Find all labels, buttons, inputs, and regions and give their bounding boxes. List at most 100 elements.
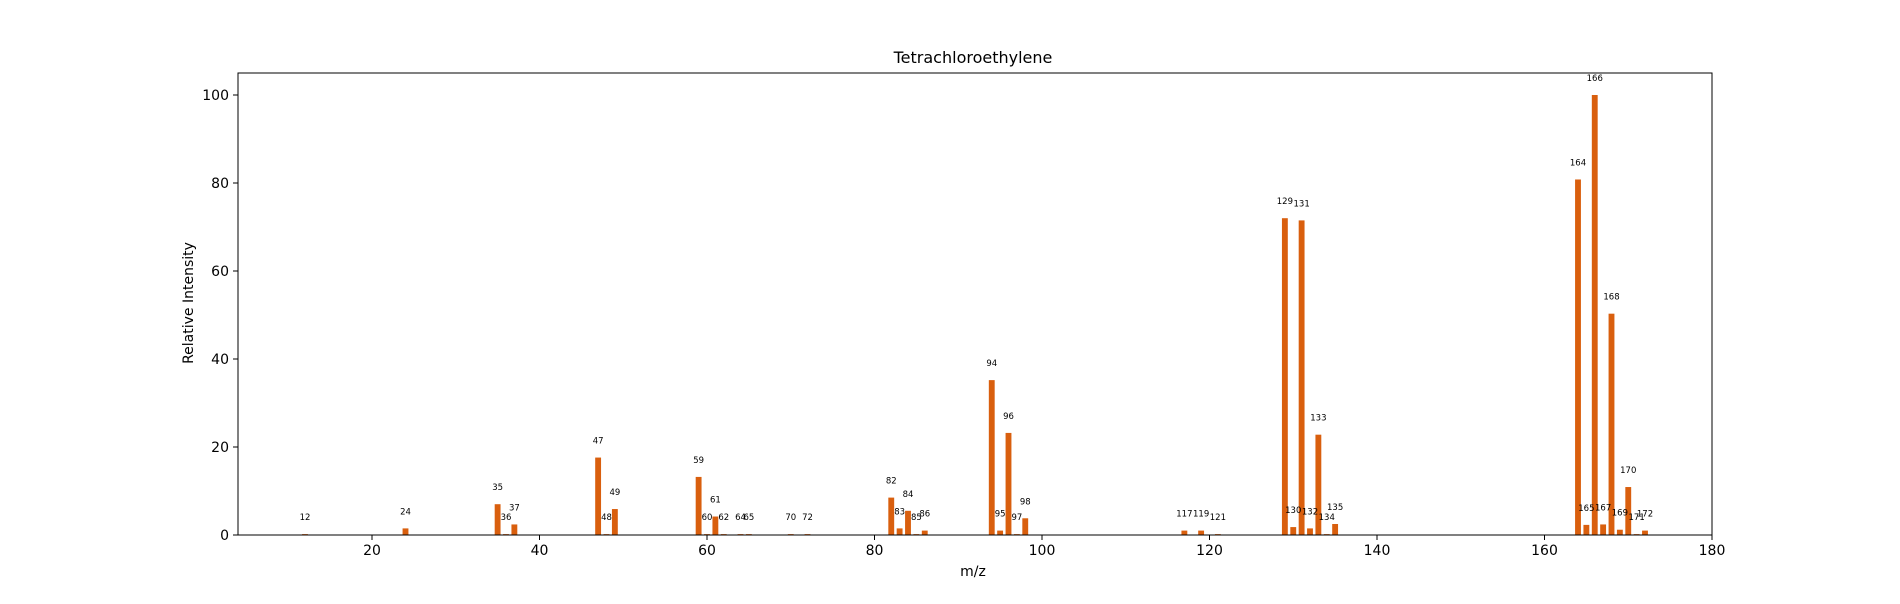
bar-label-95: 95	[995, 510, 1006, 520]
bar-mz-49	[611, 509, 618, 535]
bar-mz-166	[1591, 95, 1598, 535]
bar-mz-129	[1281, 218, 1288, 535]
bar-mz-131	[1298, 220, 1305, 535]
bar-label-72: 72	[802, 513, 813, 523]
bar-mz-84	[905, 510, 911, 535]
bar-label-117: 117	[1176, 510, 1192, 520]
x-tick-label: 160	[1531, 543, 1558, 559]
bar-label-35: 35	[492, 483, 503, 493]
x-tick-label: 80	[866, 543, 884, 559]
bar-label-61: 61	[710, 496, 721, 506]
bar-mz-24	[402, 528, 409, 535]
bar-label-135: 135	[1327, 503, 1343, 513]
bar-mz-133	[1315, 434, 1322, 535]
bar-mz-168	[1608, 313, 1615, 535]
bar-mz-119	[1198, 530, 1205, 535]
bar-mz-83	[896, 528, 903, 535]
bar-label-60: 60	[702, 513, 713, 523]
bar-mz-82	[888, 497, 895, 535]
x-axis-label: m/z	[960, 564, 986, 580]
axes-group: 20 40 60 80 100 120 140 160 180 0 20 40 60 80 100	[202, 72, 1726, 559]
x-tick-label: 20	[363, 543, 381, 559]
plot-frame	[237, 72, 1713, 536]
bar-label-96: 96	[1003, 412, 1014, 422]
bar-label-164: 164	[1570, 158, 1586, 168]
bar-mz-86	[921, 530, 928, 535]
bar-mz-135	[1332, 524, 1339, 535]
bar-mz-94	[988, 380, 995, 535]
y-tick-label: 100	[202, 88, 229, 104]
bar-mz-37	[511, 524, 518, 535]
bar-label-62: 62	[718, 513, 729, 523]
bar-mz-169	[1616, 529, 1623, 535]
bar-label-165: 165	[1578, 504, 1594, 514]
bar-label-59: 59	[693, 456, 704, 466]
bar-mz-59	[695, 476, 702, 535]
bar-mz-167	[1600, 524, 1607, 535]
bar-label-98: 98	[1020, 497, 1031, 507]
bar-label-170: 170	[1620, 466, 1636, 476]
bar-mz-61	[712, 516, 719, 535]
y-axis-label: Relative Intensity	[181, 242, 197, 364]
x-tick-label: 180	[1699, 543, 1726, 559]
bar-label-121: 121	[1210, 513, 1226, 523]
x-tick-label: 100	[1029, 543, 1056, 559]
y-tick-label: 80	[211, 176, 229, 192]
bar-label-48: 48	[601, 513, 612, 523]
y-tick-label: 20	[211, 440, 229, 456]
bar-mz-98	[1022, 518, 1029, 535]
bar-label-37: 37	[509, 503, 520, 513]
bar-label-168: 168	[1603, 293, 1619, 303]
bar-label-119: 119	[1193, 510, 1209, 520]
bar-label-84: 84	[903, 490, 914, 500]
bar-label-86: 86	[919, 510, 930, 520]
bar-label-171: 171	[1629, 513, 1645, 523]
bar-mz-117	[1181, 530, 1188, 535]
bar-label-97: 97	[1011, 513, 1022, 523]
bar-label-172: 172	[1637, 510, 1653, 520]
bar-label-169: 169	[1612, 509, 1628, 519]
x-tick-label: 60	[698, 543, 716, 559]
bar-label-36: 36	[501, 513, 512, 523]
bar-label-24: 24	[400, 507, 411, 517]
bar-label-129: 129	[1277, 197, 1293, 207]
bar-mz-165	[1583, 524, 1590, 535]
bar-label-65: 65	[743, 513, 754, 523]
bar-mz-95	[997, 530, 1004, 535]
bar-label-94: 94	[986, 359, 997, 369]
bar-mz-96	[1005, 432, 1012, 535]
bar-label-12: 12	[300, 513, 311, 523]
bar-label-83: 83	[894, 507, 905, 517]
bar-label-49: 49	[609, 488, 620, 498]
bar-label-130: 130	[1285, 506, 1301, 516]
bars-group	[302, 95, 1648, 536]
bar-mz-35	[494, 504, 501, 535]
bar-label-134: 134	[1319, 513, 1335, 523]
bar-label-167: 167	[1595, 503, 1611, 513]
y-tick-label: 40	[211, 352, 229, 368]
y-tick-label: 60	[211, 264, 229, 280]
bar-mz-130	[1290, 527, 1297, 535]
x-tick-label: 40	[531, 543, 549, 559]
bar-mz-132	[1307, 528, 1313, 535]
bar-label-64: 64	[735, 513, 746, 523]
y-tick-label: 0	[220, 528, 229, 544]
bar-label-132: 132	[1302, 507, 1318, 517]
bar-mz-164	[1575, 179, 1581, 536]
bar-mz-47	[595, 457, 602, 535]
bar-label-70: 70	[785, 513, 796, 523]
bar-label-166: 166	[1587, 74, 1603, 84]
x-tick-label: 140	[1364, 543, 1391, 559]
bar-label-85: 85	[911, 513, 922, 523]
bar-label-82: 82	[886, 477, 897, 487]
x-tick-label: 120	[1196, 543, 1223, 559]
bar-mz-172	[1642, 530, 1648, 535]
bar-label-131: 131	[1294, 199, 1310, 209]
bar-label-133: 133	[1310, 414, 1326, 424]
bar-mz-170	[1625, 487, 1632, 535]
bar-label-47: 47	[593, 437, 604, 447]
chart-title: Tetrachloroethylene	[893, 48, 1053, 67]
